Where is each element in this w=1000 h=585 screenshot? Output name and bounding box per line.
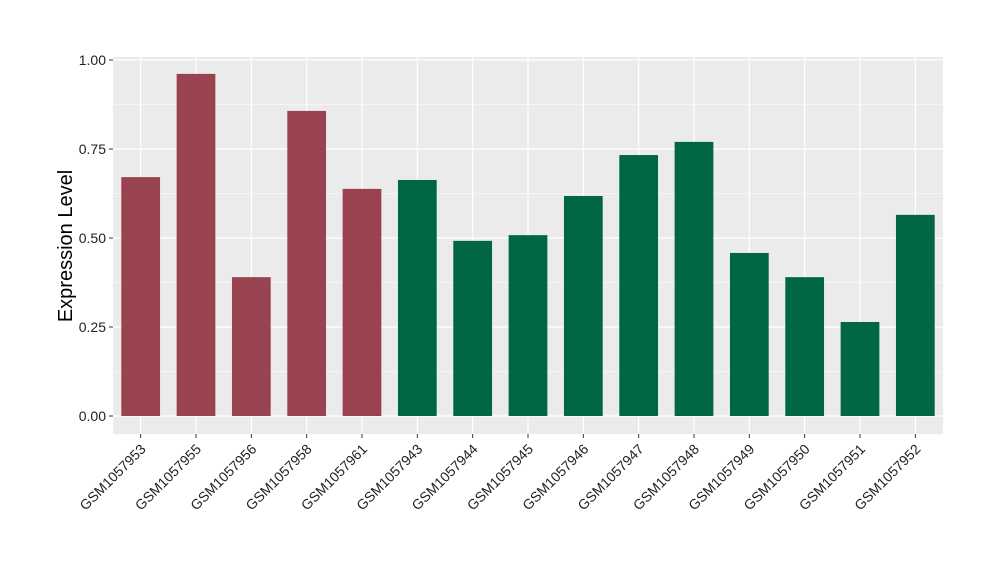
- bar-GSM1057943: [397, 179, 437, 416]
- bar-GSM1057950: [785, 277, 825, 416]
- bar-GSM1057951: [840, 322, 880, 416]
- bar-GSM1057944: [453, 240, 493, 416]
- bar-GSM1057947: [619, 155, 659, 416]
- bar-GSM1057948: [674, 141, 714, 416]
- y-tick-label: 0.50: [79, 230, 106, 246]
- bar-GSM1057953: [121, 177, 161, 416]
- bar-GSM1057961: [342, 188, 382, 416]
- bar-GSM1057945: [508, 235, 548, 416]
- bar-GSM1057958: [287, 110, 327, 417]
- y-tick-label: 1.00: [79, 52, 106, 68]
- bar-GSM1057949: [729, 252, 769, 416]
- y-tick-label: 0.00: [79, 408, 106, 424]
- y-tick-label: 0.25: [79, 319, 106, 335]
- y-tick-label: 0.75: [79, 141, 106, 157]
- bar-GSM1057946: [563, 195, 603, 416]
- bar-GSM1057955: [176, 73, 216, 416]
- bar-GSM1057952: [895, 214, 935, 416]
- y-axis-label: Expression Level: [55, 170, 77, 322]
- bar-GSM1057956: [231, 277, 271, 416]
